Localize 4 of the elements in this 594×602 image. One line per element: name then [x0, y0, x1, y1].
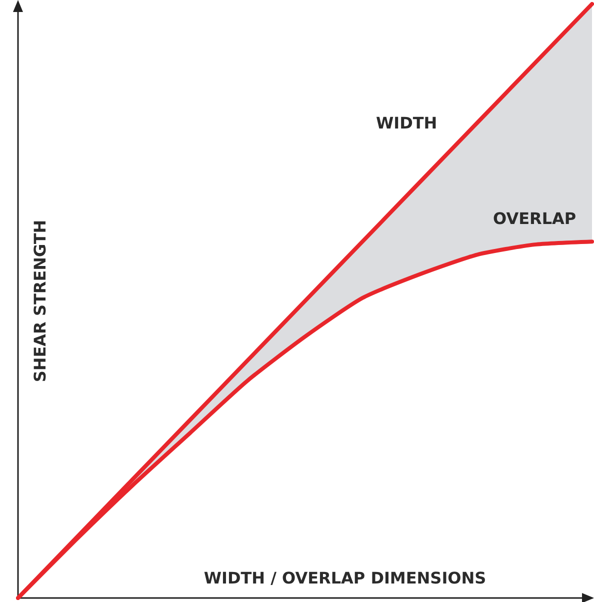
- series-label: OVERLAP: [493, 209, 576, 228]
- y-axis-title: SHEAR STRENGTH: [30, 220, 50, 382]
- series-label: WIDTH: [376, 113, 438, 132]
- x-axis-title: WIDTH / OVERLAP DIMENSIONS: [204, 568, 486, 588]
